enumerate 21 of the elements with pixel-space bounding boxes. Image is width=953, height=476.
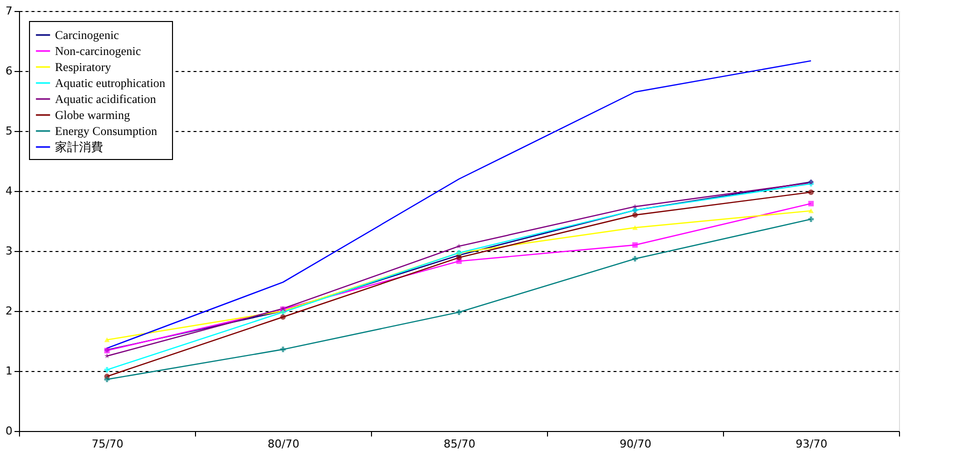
legend-label: Energy Consumption bbox=[55, 124, 158, 138]
legend-label: Aquatic acidification bbox=[55, 92, 156, 106]
y-tick-label: 1 bbox=[6, 364, 12, 378]
legend-label: Aquatic eutrophication bbox=[55, 76, 166, 90]
y-tick-label: 3 bbox=[6, 244, 12, 258]
x-tick-label: 93/70 bbox=[796, 438, 828, 450]
x-tick-label: 75/70 bbox=[92, 438, 124, 450]
x-tick-label: 85/70 bbox=[444, 438, 476, 450]
y-tick-label: 6 bbox=[6, 64, 12, 78]
y-tick-label: 0 bbox=[6, 424, 12, 438]
x-tick-label: 90/70 bbox=[620, 438, 652, 450]
legend-label: Carcinogenic bbox=[55, 28, 119, 42]
y-tick-label: 4 bbox=[6, 184, 12, 198]
y-tick-label: 7 bbox=[6, 4, 12, 18]
x-tick-label: 80/70 bbox=[268, 438, 300, 450]
legend-label: 家計消費 bbox=[55, 140, 103, 154]
legend-label: Respiratory bbox=[55, 60, 111, 74]
y-tick-label: 5 bbox=[6, 124, 12, 138]
legend-label: Globe warming bbox=[55, 108, 130, 122]
y-tick-label: 2 bbox=[6, 304, 12, 318]
legend-label: Non-carcinogenic bbox=[55, 44, 141, 58]
